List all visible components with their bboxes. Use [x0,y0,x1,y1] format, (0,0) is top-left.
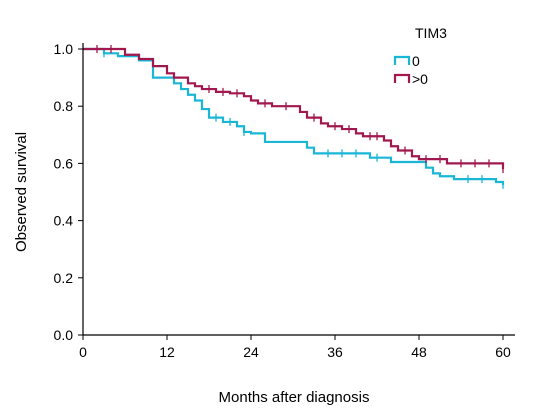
legend: TIM3 0 >0 [393,25,447,87]
x-tick-label: 60 [495,344,511,360]
legend-label-tim3-pos: >0 [412,71,428,87]
x-tick-label: 36 [327,344,343,360]
y-tick-label: 0.4 [54,213,74,229]
y-axis-title: Observed survival [13,132,30,252]
legend-label-tim3-0: 0 [412,53,420,69]
legend-title: TIM3 [415,25,447,41]
curves-layer [83,45,505,189]
x-tick-label: 0 [79,344,87,360]
x-axis-title: Months after diagnosis [219,389,370,406]
y-tick-label: 0.6 [54,155,74,171]
y-tick-label: 0.8 [54,98,74,114]
legend-swatch-tim3-pos [393,73,411,83]
y-tick-label: 1.0 [54,41,74,57]
y-tick-label: 0.2 [54,270,74,286]
x-tick-label: 24 [243,344,259,360]
legend-swatch-tim3-0 [393,55,411,65]
x-tick-label: 12 [159,344,175,360]
y-tick-label: 0.0 [54,327,74,343]
x-tick-label: 48 [411,344,427,360]
series-line-tim3-0 [83,47,505,185]
series-line-tim3-pos [83,47,505,170]
axes-layer: 0 12 24 36 48 60 0.0 0.2 0.4 0.6 0.8 1.0 [54,41,515,360]
